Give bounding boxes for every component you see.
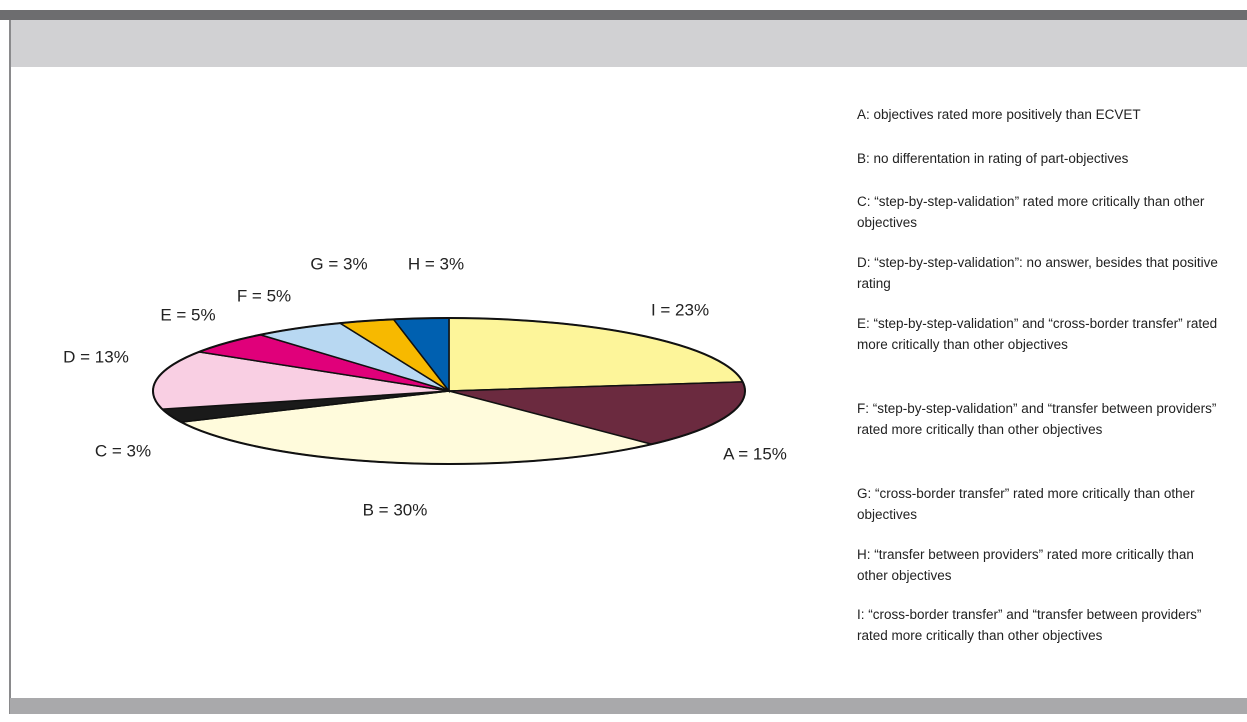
slice-label: I = 23% [651, 300, 709, 319]
slice-label: C = 3% [95, 441, 151, 460]
top-bar [0, 10, 1247, 20]
legend-entry: H: “transfer between providers” rated mo… [857, 547, 1194, 583]
legend-entry: E: “step-by-step-validation” and “cross-… [857, 316, 1218, 352]
frame-line [9, 20, 11, 714]
footer-band [10, 698, 1247, 714]
legend-entry: F: “step-by-step-validation” and “transf… [857, 401, 1217, 437]
legend-entry: C: “step-by-step-validation” rated more … [857, 194, 1205, 230]
slice-label: G = 3% [310, 254, 367, 273]
pie-slice [448, 317, 744, 392]
slice-label: D = 13% [63, 347, 129, 366]
slice-label: H = 3% [408, 254, 464, 273]
legend-entry: G: “cross-border transfer” rated more cr… [857, 486, 1195, 522]
legend-entry: A: objectives rated more positively than… [857, 107, 1141, 122]
pie-outline [152, 317, 746, 465]
legend-entry: B: no differentation in rating of part-o… [857, 151, 1129, 166]
slice-label: E = 5% [160, 305, 215, 324]
slice-label: A = 15% [723, 444, 787, 463]
legend-entry: I: “cross-border transfer” and “transfer… [857, 607, 1202, 643]
header-band [10, 20, 1247, 67]
legend-entry: D: “step-by-step-validation”: no answer,… [857, 255, 1218, 291]
slice-label: F = 5% [237, 286, 291, 305]
slice-label: B = 30% [363, 500, 428, 519]
